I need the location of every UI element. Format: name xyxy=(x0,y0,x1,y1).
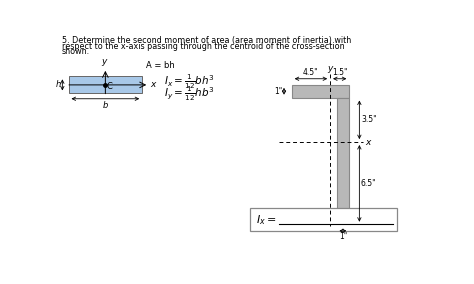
Text: 5. Determine the second moment of area (area moment of inertia) with: 5. Determine the second moment of area (… xyxy=(62,36,351,45)
Text: 1": 1" xyxy=(274,87,283,96)
Text: $I_x =$: $I_x =$ xyxy=(256,213,277,227)
Text: y: y xyxy=(101,57,107,66)
Bar xyxy=(292,85,349,98)
Text: shown.: shown. xyxy=(62,47,90,56)
Bar xyxy=(250,208,397,231)
Text: $I_x = \frac{1}{12}bh^3$: $I_x = \frac{1}{12}bh^3$ xyxy=(164,73,215,91)
Text: x: x xyxy=(365,137,370,147)
Text: y: y xyxy=(328,64,333,73)
Text: h: h xyxy=(55,80,61,89)
Text: 4.5": 4.5" xyxy=(303,68,319,77)
Bar xyxy=(69,76,142,93)
Text: respect to the x-axis passing through the centroid of the cross-section: respect to the x-axis passing through th… xyxy=(62,42,344,51)
Text: 6.5": 6.5" xyxy=(361,179,376,188)
Text: 3.5": 3.5" xyxy=(361,115,376,124)
Bar xyxy=(337,98,349,225)
Text: 1.5": 1.5" xyxy=(332,68,347,77)
Text: $I_y = \frac{1}{12}hb^3$: $I_y = \frac{1}{12}hb^3$ xyxy=(164,84,215,103)
Text: b: b xyxy=(103,101,108,110)
Text: 1": 1" xyxy=(339,232,347,241)
Text: x: x xyxy=(151,80,156,89)
Text: A = bh: A = bh xyxy=(146,61,175,70)
Text: C: C xyxy=(107,82,113,91)
